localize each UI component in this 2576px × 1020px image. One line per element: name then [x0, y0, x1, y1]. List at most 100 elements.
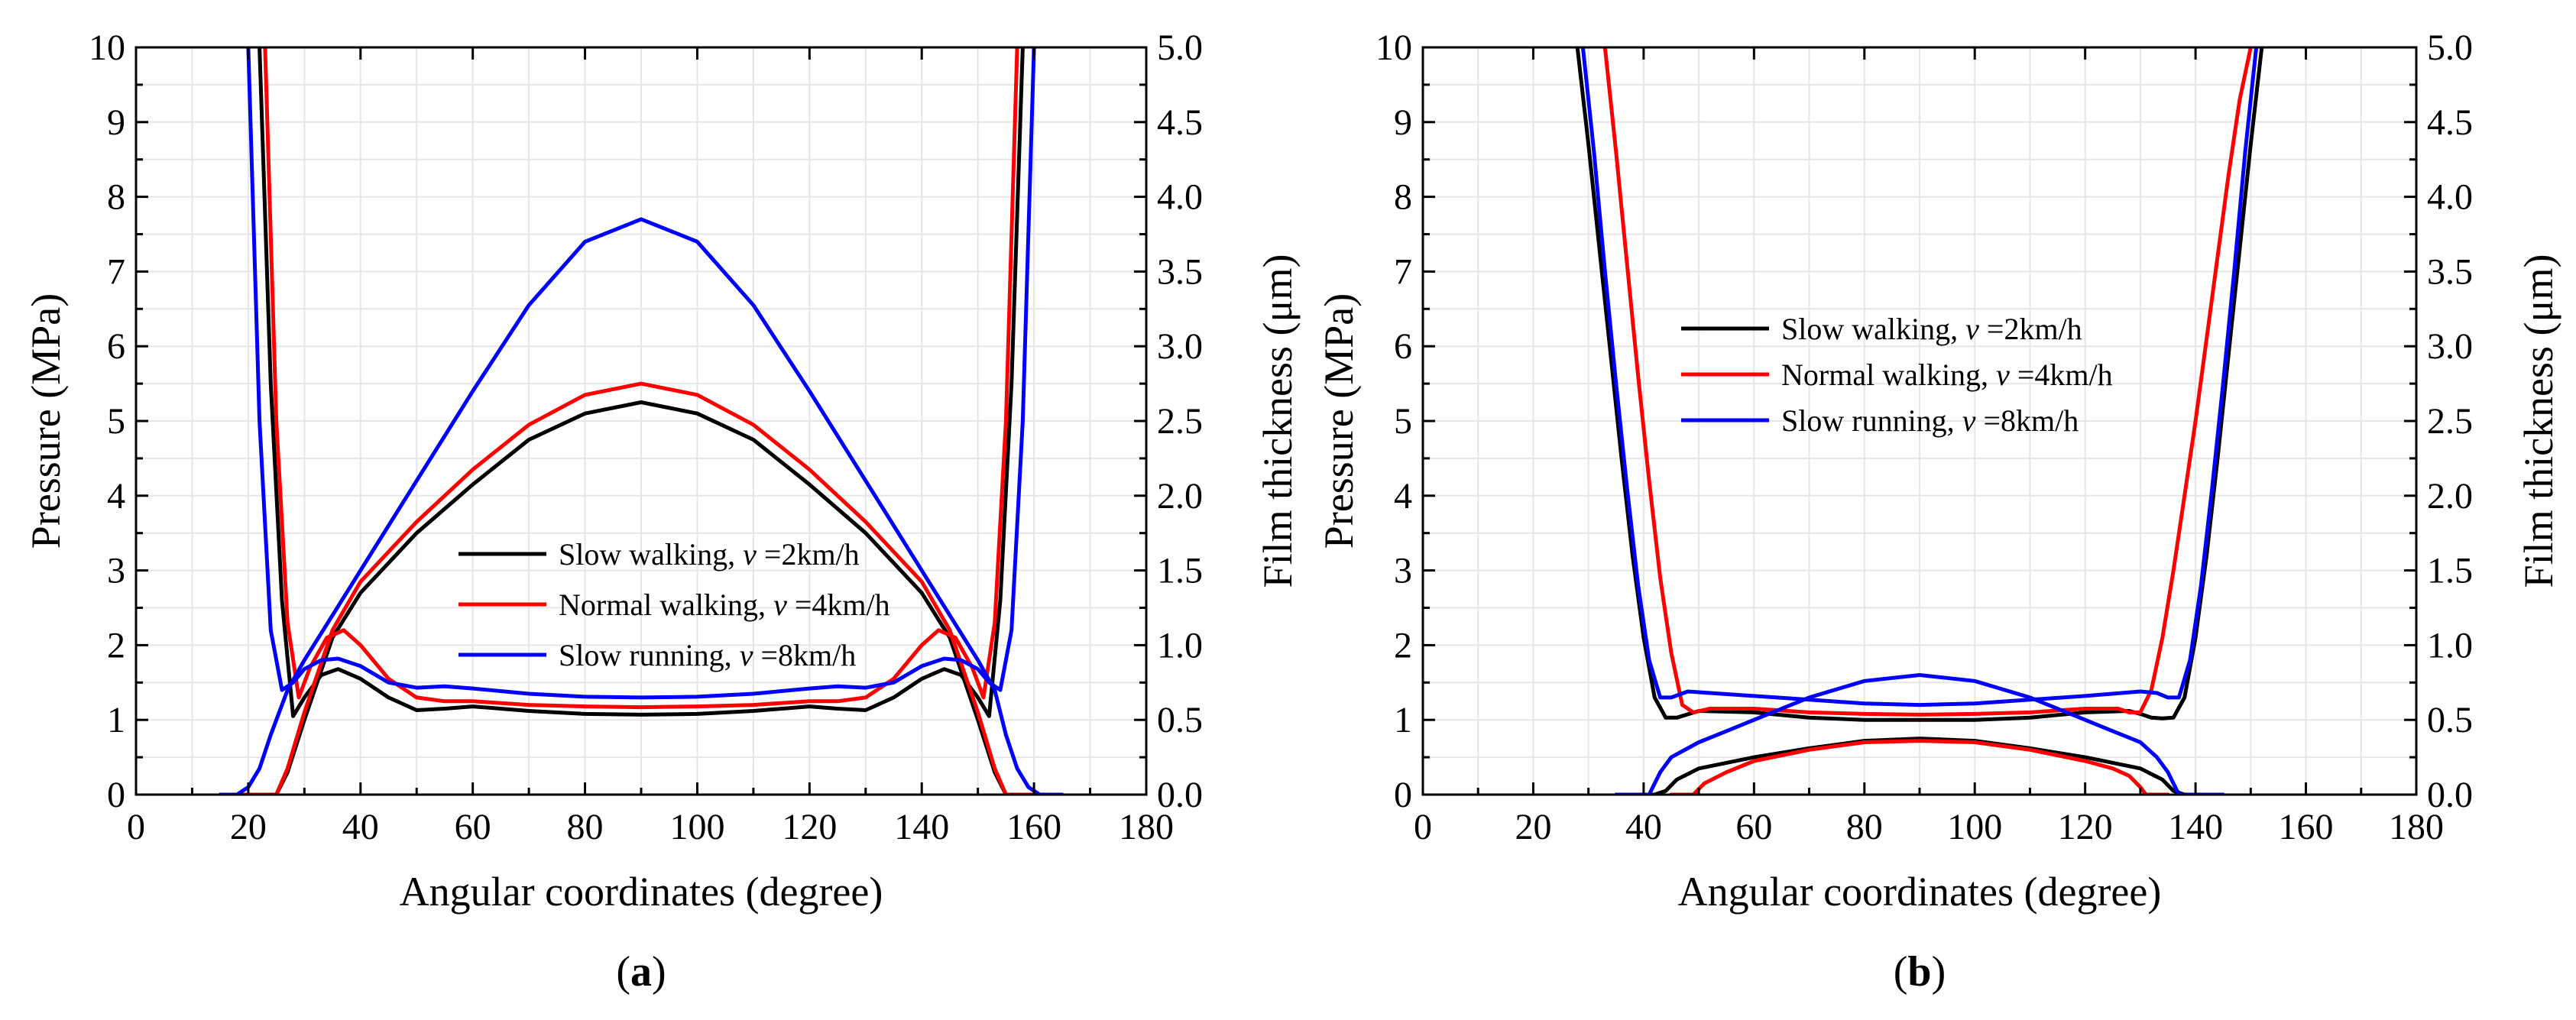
panel-b-x-tick-label: 140 [2168, 807, 2223, 847]
panel-b-y-tick-label: 4 [1394, 476, 1412, 516]
panel-a-x-tick-label: 160 [1006, 807, 1061, 847]
panel-a-legend-label: Slow walking, v =2km/h [559, 537, 860, 572]
panel-a-legend-label: Slow running, v =8km/h [559, 638, 856, 672]
panel-b-series-slow-walking-pressure [1614, 737, 2225, 795]
panel-label-letter: a [630, 948, 652, 996]
panel-a-x-tick-label: 60 [455, 807, 491, 847]
panel-a-y-right-tick-label: 4.0 [1157, 177, 1203, 218]
panel-a-y-right-tick-label: 2.0 [1157, 476, 1203, 516]
panel-b-x-axis-title: Angular coordinates (degree) [1678, 869, 2162, 915]
panel-b-y-right-tick-label: 0.0 [2427, 775, 2473, 815]
panel-a-right-axis-title: Film thickness (μm) [1255, 254, 1301, 588]
panel-b-x-tick-label: 160 [2279, 807, 2334, 847]
panel-b-y-right-tick-label: 4.0 [2427, 177, 2473, 218]
panel-a-y-right-tick-label: 0.5 [1157, 700, 1203, 740]
panel-b-legend: Slow walking, v =2km/h Normal walking, v … [1681, 312, 2113, 438]
panel-a-x-tick-label: 80 [567, 807, 604, 847]
panel-b-y-tick-label: 3 [1394, 551, 1412, 591]
panel-b-y-right-tick-label: 0.5 [2427, 700, 2473, 740]
legend-suffix: =8km/h [753, 638, 856, 672]
panel-b-x-tick-label: 60 [1735, 807, 1772, 847]
legend-prefix: Normal walking, [1781, 358, 1996, 392]
panel-a-y-right-tick-label: 4.5 [1157, 102, 1203, 143]
panel-b-series-slow-running-pressure [1614, 673, 2225, 795]
legend-suffix: =2km/h [1979, 312, 2082, 346]
legend-variable: v [743, 537, 757, 572]
legend-prefix: Slow running, [559, 638, 740, 672]
panel-b-series-slow-walking-film [1575, 47, 2264, 722]
panel-b-legend-label: Slow running, v =8km/h [1781, 403, 2079, 438]
panel-a-x-axis-title: Angular coordinates (degree) [400, 869, 883, 915]
panel-a-y-right-tick-label: 1.5 [1157, 551, 1203, 591]
panel-a-series-normal-walking-film [263, 47, 1019, 710]
panel-b-x-tick-label: 180 [2389, 807, 2444, 847]
legend-prefix: Slow running, [1781, 403, 1962, 438]
legend-variable: v [740, 638, 753, 672]
panel-b-y-tick-label: 8 [1394, 177, 1412, 218]
panel-b-y-tick-label: 9 [1394, 102, 1412, 143]
panel-b-tick-labels: 0 20 40 60 80 100 120 140 160 180 0 1 2 3 4 5 6 7 8 9 10 0.0 0… [1375, 28, 2473, 847]
panel-a-x-tick-label: 40 [342, 807, 379, 847]
panel-b-y-right-tick-label: 5.0 [2427, 28, 2473, 68]
panel-a-series-slow-running-pressure [218, 217, 1064, 795]
panel-a-y-tick-label: 4 [107, 476, 125, 516]
panel-b-x-tick-label: 40 [1625, 807, 1662, 847]
panel-a-y-tick-label: 10 [89, 28, 125, 68]
panel-a-series-slow-running-film [246, 47, 1036, 700]
legend-prefix: Slow walking, [559, 537, 743, 572]
legend-variable: v [1962, 403, 1976, 438]
panel-a-x-tick-label: 100 [669, 807, 724, 847]
panel-b-y-tick-label: 2 [1394, 625, 1412, 665]
panel-b-y-right-tick-label: 2.5 [2427, 401, 2473, 442]
panel-b-y-tick-label: 5 [1394, 401, 1412, 442]
panel-a-ticks [134, 46, 1148, 796]
panel-a-y-tick-label: 0 [107, 775, 125, 815]
panel-a-x-tick-label: 0 [127, 807, 145, 847]
panel-a-y-right-tick-label: 3.0 [1157, 326, 1203, 367]
panel-a-legend-label: Normal walking, v =4km/h [559, 588, 890, 622]
panel-b-y-tick-label: 0 [1394, 775, 1412, 815]
panel-b-left-axis-title: Pressure (MPa) [1316, 293, 1362, 549]
panel-a-y-tick-label: 7 [107, 251, 125, 292]
panel-b-y-tick-label: 10 [1375, 28, 1412, 68]
panel-b-x-tick-label: 100 [1947, 807, 2002, 847]
panel-a-y-tick-label: 6 [107, 326, 125, 367]
panel-b-y-tick-label: 6 [1394, 326, 1412, 367]
panel-b-x-tick-label: 0 [1414, 807, 1432, 847]
panel-label-close: ) [652, 948, 666, 996]
panel-b-y-right-tick-label: 2.0 [2427, 476, 2473, 516]
panel-b-right-axis-title: Film thickness (μm) [2516, 254, 2561, 588]
panel-a-y-right-tick-label: 5.0 [1157, 28, 1203, 68]
panel-label-open: ( [1894, 948, 1908, 996]
panel-a-left-axis-title: Pressure (MPa) [23, 293, 69, 549]
panel-a-grid [135, 47, 1147, 795]
panel-a-series-slow-walking-pressure [218, 400, 1064, 795]
panel-b-ticks [1421, 46, 2418, 796]
panel-a-y-right-tick-label: 3.5 [1157, 251, 1203, 292]
panel-a-y-tick-label: 3 [107, 551, 125, 591]
panel-a-x-tick-label: 140 [894, 807, 949, 847]
panel-a-series [218, 47, 1064, 795]
panel-a-y-tick-label: 9 [107, 102, 125, 143]
panel-b-series-normal-walking-pressure [1669, 739, 2170, 795]
panel-b-label: (b) [1894, 948, 1946, 996]
panel-b-legend-label: Slow walking, v =2km/h [1781, 312, 2082, 346]
panel-b-y-tick-label: 1 [1394, 700, 1412, 740]
legend-suffix: =4km/h [2010, 358, 2113, 392]
panel-b-series-slow-running-film [1580, 47, 2259, 708]
panel-a-y-right-tick-label: 1.0 [1157, 625, 1203, 665]
panel-b-series-normal-walking-film [1602, 47, 2253, 717]
panel-a-x-tick-label: 120 [782, 807, 837, 847]
legend-suffix: =8km/h [1975, 403, 2079, 438]
panel-b: 0 20 40 60 80 100 120 140 160 180 0 1 2 3 4 5 6 7 8 9 10 0.0 0… [1316, 28, 2561, 996]
legend-prefix: Normal walking, [559, 588, 773, 622]
panel-a-y-tick-label: 8 [107, 177, 125, 218]
panel-a-y-right-tick-label: 0.0 [1157, 775, 1203, 815]
panel-b-y-right-tick-label: 1.0 [2427, 625, 2473, 665]
panel-b-x-tick-label: 80 [1846, 807, 1883, 847]
legend-variable: v [1996, 358, 2010, 392]
panel-b-y-tick-label: 7 [1394, 251, 1412, 292]
legend-variable: v [1965, 312, 1979, 346]
panel-b-x-tick-label: 20 [1515, 807, 1551, 847]
